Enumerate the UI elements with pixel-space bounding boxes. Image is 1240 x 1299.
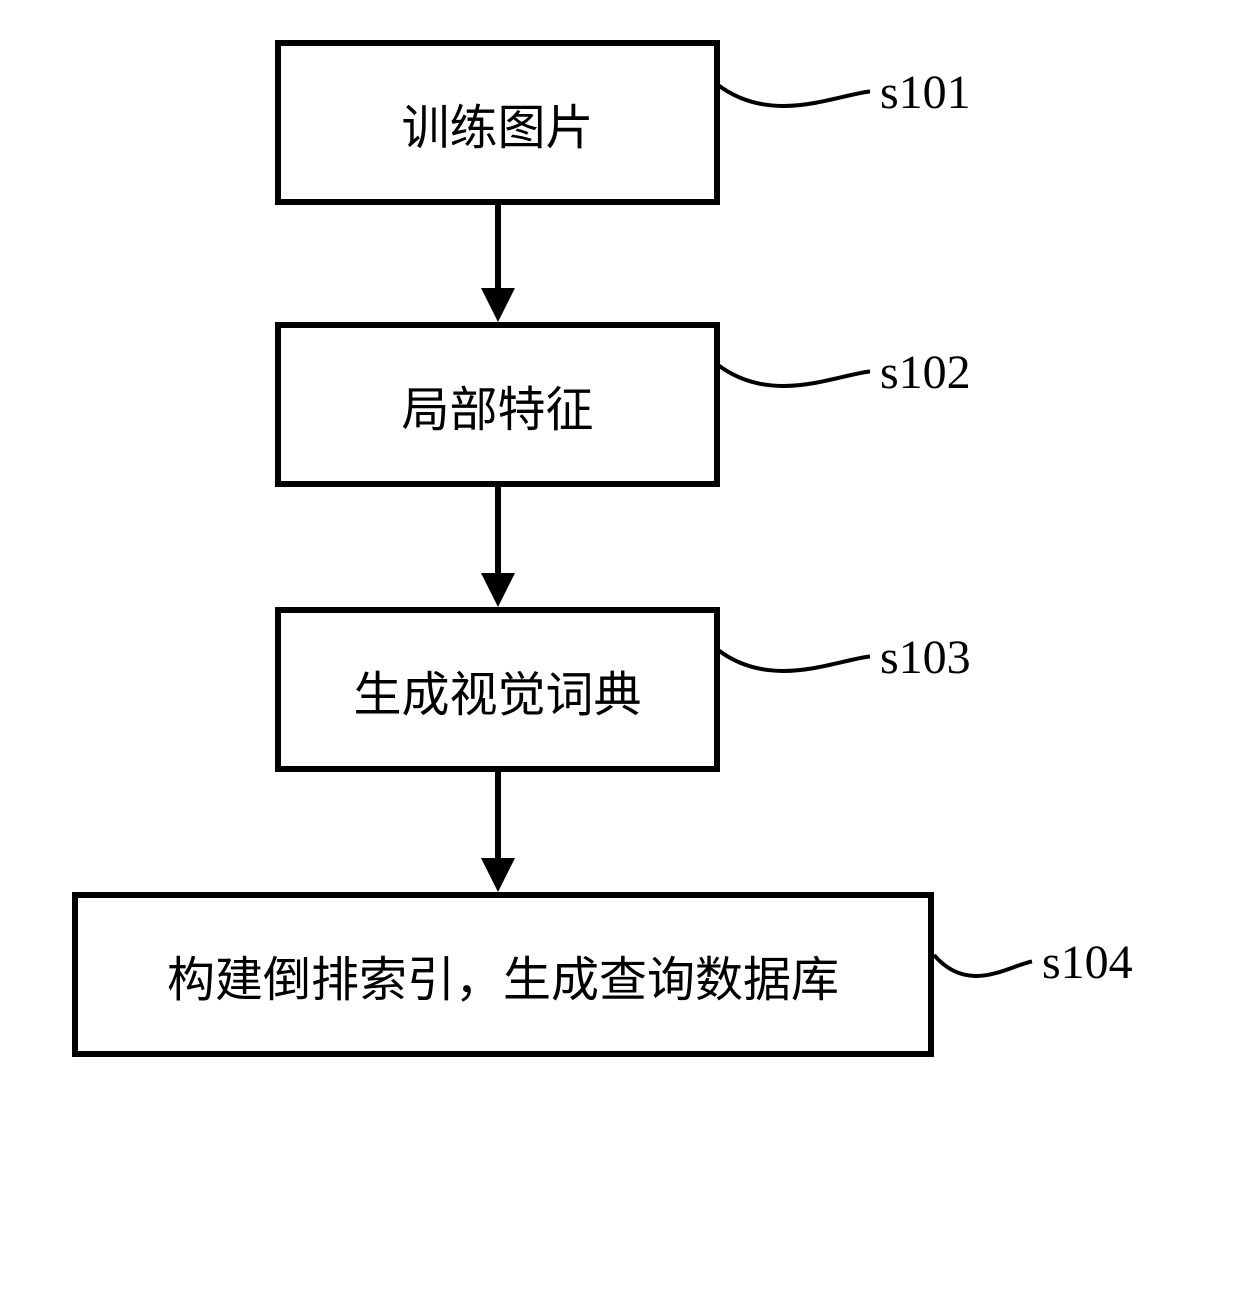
flowchart-step-tag: s104	[1042, 935, 1133, 990]
flowchart-step-tag: s102	[880, 345, 971, 400]
flowchart-node-n3: 生成视觉词典	[275, 607, 720, 772]
flowchart-step-tag: s103	[880, 630, 971, 685]
flowchart-node-label: 局部特征	[401, 370, 593, 440]
flowchart-arrow-line	[495, 772, 501, 858]
flowchart-node-n1: 训练图片	[275, 40, 720, 205]
flowchart-node-label: 训练图片	[401, 88, 593, 158]
flowchart-arrow-head-icon	[481, 858, 515, 892]
flowchart-arrow-head-icon	[481, 573, 515, 607]
flowchart-canvas: 训练图片局部特征生成视觉词典构建倒排索引，生成查询数据库 s101 s102 s103…	[0, 0, 1240, 1299]
flowchart-arrow-line	[495, 205, 501, 288]
flowchart-node-label: 构建倒排索引，生成查询数据库	[167, 940, 839, 1010]
flowchart-node-n4: 构建倒排索引，生成查询数据库	[72, 892, 934, 1057]
flowchart-arrow-head-icon	[481, 288, 515, 322]
flowchart-node-label: 生成视觉词典	[353, 655, 641, 725]
flowchart-node-n2: 局部特征	[275, 322, 720, 487]
flowchart-arrow-line	[495, 487, 501, 573]
flowchart-step-tag: s101	[880, 65, 971, 120]
